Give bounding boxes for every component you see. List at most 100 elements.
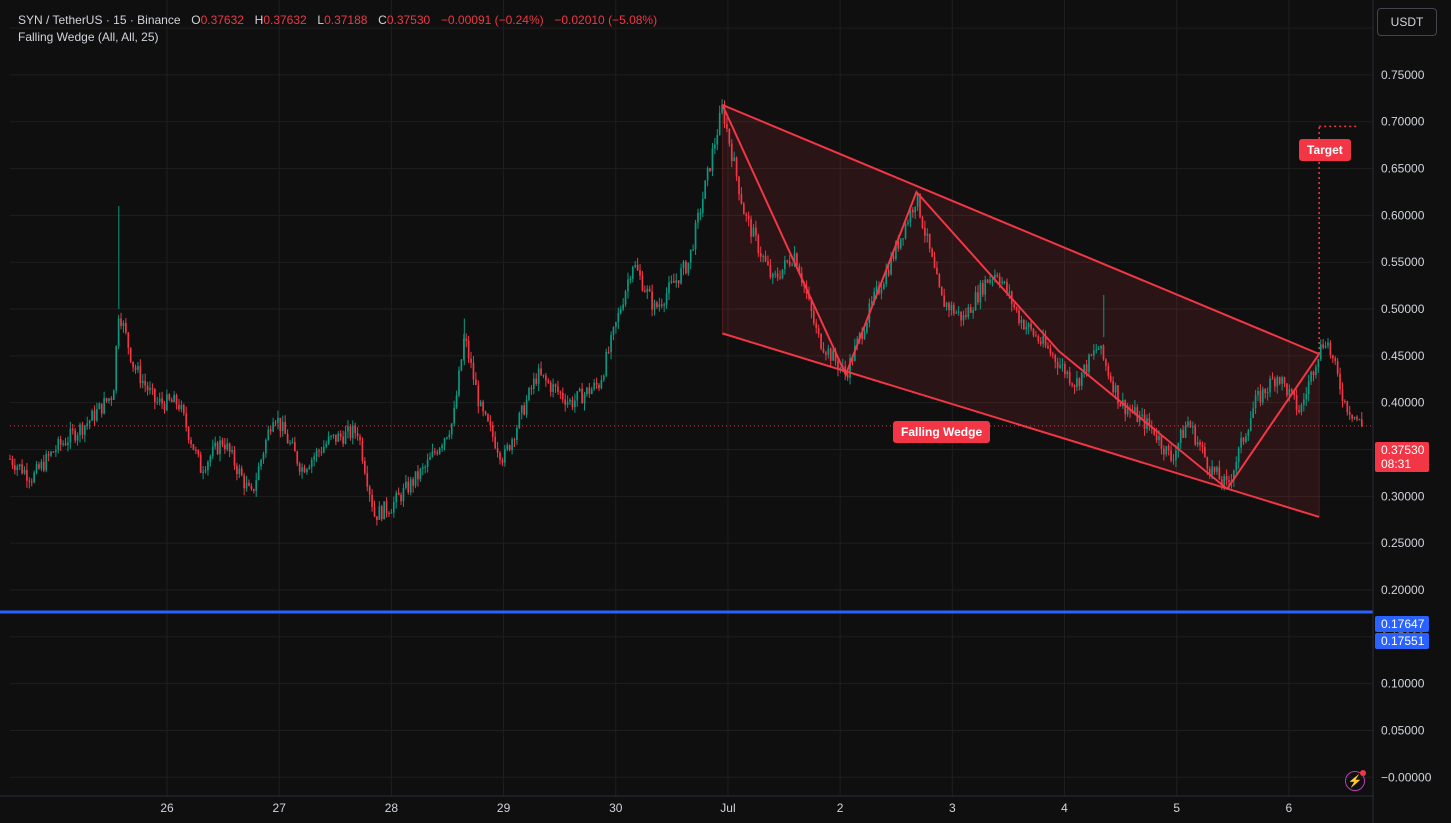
falling-wedge-label[interactable]: Falling Wedge (893, 421, 991, 443)
x-tick-label: 29 (497, 801, 511, 815)
candle-body (644, 290, 646, 292)
candle-body (1107, 366, 1110, 376)
x-tick-label: 6 (1286, 801, 1293, 815)
candle-body (395, 492, 398, 502)
candle-body (1119, 403, 1122, 407)
candle-body (1266, 392, 1269, 394)
y-tick-label: 0.50000 (1381, 302, 1425, 316)
wedge-lower-line (722, 332, 1320, 518)
candle-body (1293, 391, 1296, 396)
candle-body (967, 307, 970, 317)
candle-body (455, 395, 458, 408)
candle-body (1312, 371, 1315, 376)
candle-body (564, 399, 567, 405)
candle-body (701, 198, 704, 213)
candle-body (549, 382, 552, 392)
candle-body (1092, 350, 1095, 356)
candle-body (265, 439, 267, 454)
candle-body (448, 434, 451, 438)
candle-body (1027, 323, 1030, 328)
candle-body (279, 417, 282, 432)
candle-body (516, 427, 518, 440)
candle-body (1295, 395, 1298, 410)
candle-body (460, 359, 463, 371)
candle-body (1066, 371, 1069, 375)
candle-body (1288, 389, 1291, 396)
candle-body (91, 410, 93, 421)
candle-body (76, 435, 79, 441)
candle-body (385, 501, 388, 513)
candle-body (344, 431, 347, 444)
candle-body (248, 482, 250, 486)
candle-body (907, 222, 909, 224)
candle-body (786, 260, 789, 262)
candle-body (581, 388, 583, 404)
candle-body (1290, 389, 1293, 392)
candle-body (738, 176, 740, 195)
candle-body (511, 439, 513, 450)
candle-body (839, 367, 842, 370)
candle-body (1201, 445, 1204, 447)
candle-body (120, 318, 122, 326)
candle-body (658, 304, 661, 308)
candle-body (697, 212, 699, 223)
candle-body (545, 375, 547, 381)
candle-body (1281, 377, 1283, 384)
candle-body (436, 452, 439, 454)
candle-body (286, 434, 289, 444)
candle-body (100, 403, 103, 414)
candle-body (672, 281, 675, 283)
high-label: H (254, 13, 264, 27)
candle-body (793, 253, 796, 265)
candle-body (407, 481, 410, 493)
candle-body (1358, 419, 1361, 421)
target-label[interactable]: Target (1299, 139, 1351, 161)
last-price-tag: 0.37530 08:31 (1375, 442, 1429, 472)
candle-body (542, 374, 545, 376)
candle-body (892, 256, 895, 259)
candle-body (1179, 429, 1182, 444)
candle-body (320, 451, 323, 453)
candle-body (849, 358, 851, 378)
candle-body (1237, 447, 1240, 462)
candle-body (646, 288, 649, 292)
low-value: 0.37188 (324, 13, 368, 27)
candle-body (537, 368, 540, 384)
candle-body (429, 456, 431, 460)
candle-body (371, 494, 373, 507)
candle-body (1189, 421, 1192, 428)
lightning-icon[interactable]: ⚡ (1345, 771, 1365, 791)
candle-body (105, 398, 108, 401)
candle-body (1271, 378, 1274, 380)
candle-body (762, 256, 764, 258)
candle-body (1170, 450, 1172, 461)
candle-body (880, 289, 883, 294)
indicator-line[interactable]: Falling Wedge (All, All, 25) (18, 30, 159, 44)
candle-body (699, 212, 702, 214)
candle-body (161, 398, 163, 404)
candle-body (1254, 395, 1257, 409)
candle-body (979, 283, 982, 303)
candle-body (1117, 385, 1119, 404)
currency-button[interactable]: USDT (1377, 8, 1437, 36)
candle-body (822, 348, 825, 353)
candle-body (494, 436, 497, 449)
candle-body (832, 350, 834, 361)
candle-body (1020, 320, 1023, 323)
candle-body (733, 157, 736, 162)
candle-body (1001, 281, 1003, 284)
candle-body (400, 494, 402, 502)
candle-body (301, 467, 303, 472)
candle-body (122, 322, 125, 326)
candle-body (665, 293, 668, 305)
candle-body (199, 454, 202, 473)
candle-body (1114, 385, 1117, 393)
candle-body (1003, 281, 1006, 283)
candle-body (740, 194, 743, 204)
candle-body (332, 434, 335, 436)
candle-body (629, 278, 632, 280)
candle-body (523, 405, 526, 415)
candle-body (1257, 391, 1259, 396)
candle-body (615, 322, 617, 328)
